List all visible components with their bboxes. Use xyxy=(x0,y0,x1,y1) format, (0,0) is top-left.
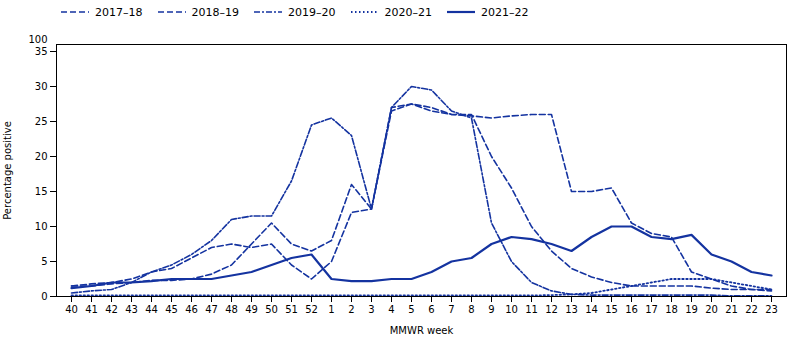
svg-text:100: 100 xyxy=(28,34,47,45)
svg-text:15: 15 xyxy=(605,304,618,315)
svg-text:Percentage positive: Percentage positive xyxy=(2,121,13,220)
svg-text:6: 6 xyxy=(428,304,434,315)
svg-text:45: 45 xyxy=(165,304,178,315)
svg-text:13: 13 xyxy=(565,304,578,315)
svg-text:16: 16 xyxy=(625,304,638,315)
html-text:2017–18: 2017–18 xyxy=(95,5,143,19)
svg-text:5: 5 xyxy=(408,304,414,315)
svg-text:49: 49 xyxy=(245,304,258,315)
svg-text:21: 21 xyxy=(725,304,738,315)
svg-text:47: 47 xyxy=(205,304,218,315)
svg-text:20: 20 xyxy=(35,151,48,162)
svg-text:23: 23 xyxy=(765,304,778,315)
html-text:2018–19: 2018–19 xyxy=(191,5,239,19)
svg-text:48: 48 xyxy=(225,304,238,315)
svg-text:4: 4 xyxy=(388,304,394,315)
svg-text:44: 44 xyxy=(145,304,158,315)
svg-text:25: 25 xyxy=(35,116,48,127)
svg-text:51: 51 xyxy=(285,304,298,315)
svg-text:8: 8 xyxy=(468,304,474,315)
svg-text:11: 11 xyxy=(525,304,538,315)
svg-text:43: 43 xyxy=(125,304,138,315)
svg-text:46: 46 xyxy=(185,304,198,315)
svg-text:35: 35 xyxy=(35,46,48,57)
svg-text:5: 5 xyxy=(41,256,47,267)
svg-text:0: 0 xyxy=(41,291,47,302)
svg-text:17: 17 xyxy=(645,304,658,315)
svg-text:10: 10 xyxy=(35,221,48,232)
svg-text:18: 18 xyxy=(665,304,678,315)
svg-text:7: 7 xyxy=(448,304,454,315)
svg-text:3: 3 xyxy=(368,304,374,315)
svg-text:9: 9 xyxy=(488,304,494,315)
svg-text:40: 40 xyxy=(65,304,78,315)
svg-text:30: 30 xyxy=(35,81,48,92)
svg-text:50: 50 xyxy=(265,304,278,315)
html-text:2020–21: 2020–21 xyxy=(384,5,432,19)
svg-text:19: 19 xyxy=(685,304,698,315)
html-text:2019–20: 2019–20 xyxy=(288,5,336,19)
html-text:2021–22: 2021–22 xyxy=(481,5,529,19)
svg-text:2: 2 xyxy=(348,304,354,315)
svg-text:42: 42 xyxy=(105,304,118,315)
svg-text:22: 22 xyxy=(745,304,758,315)
svg-text:15: 15 xyxy=(35,186,48,197)
svg-text:10: 10 xyxy=(505,304,518,315)
svg-text:14: 14 xyxy=(585,304,598,315)
svg-text:52: 52 xyxy=(305,304,318,315)
svg-text:41: 41 xyxy=(85,304,98,315)
svg-text:20: 20 xyxy=(705,304,718,315)
svg-text:MMWR week: MMWR week xyxy=(390,325,454,336)
svg-text:12: 12 xyxy=(545,304,558,315)
svg-text:1: 1 xyxy=(328,304,334,315)
